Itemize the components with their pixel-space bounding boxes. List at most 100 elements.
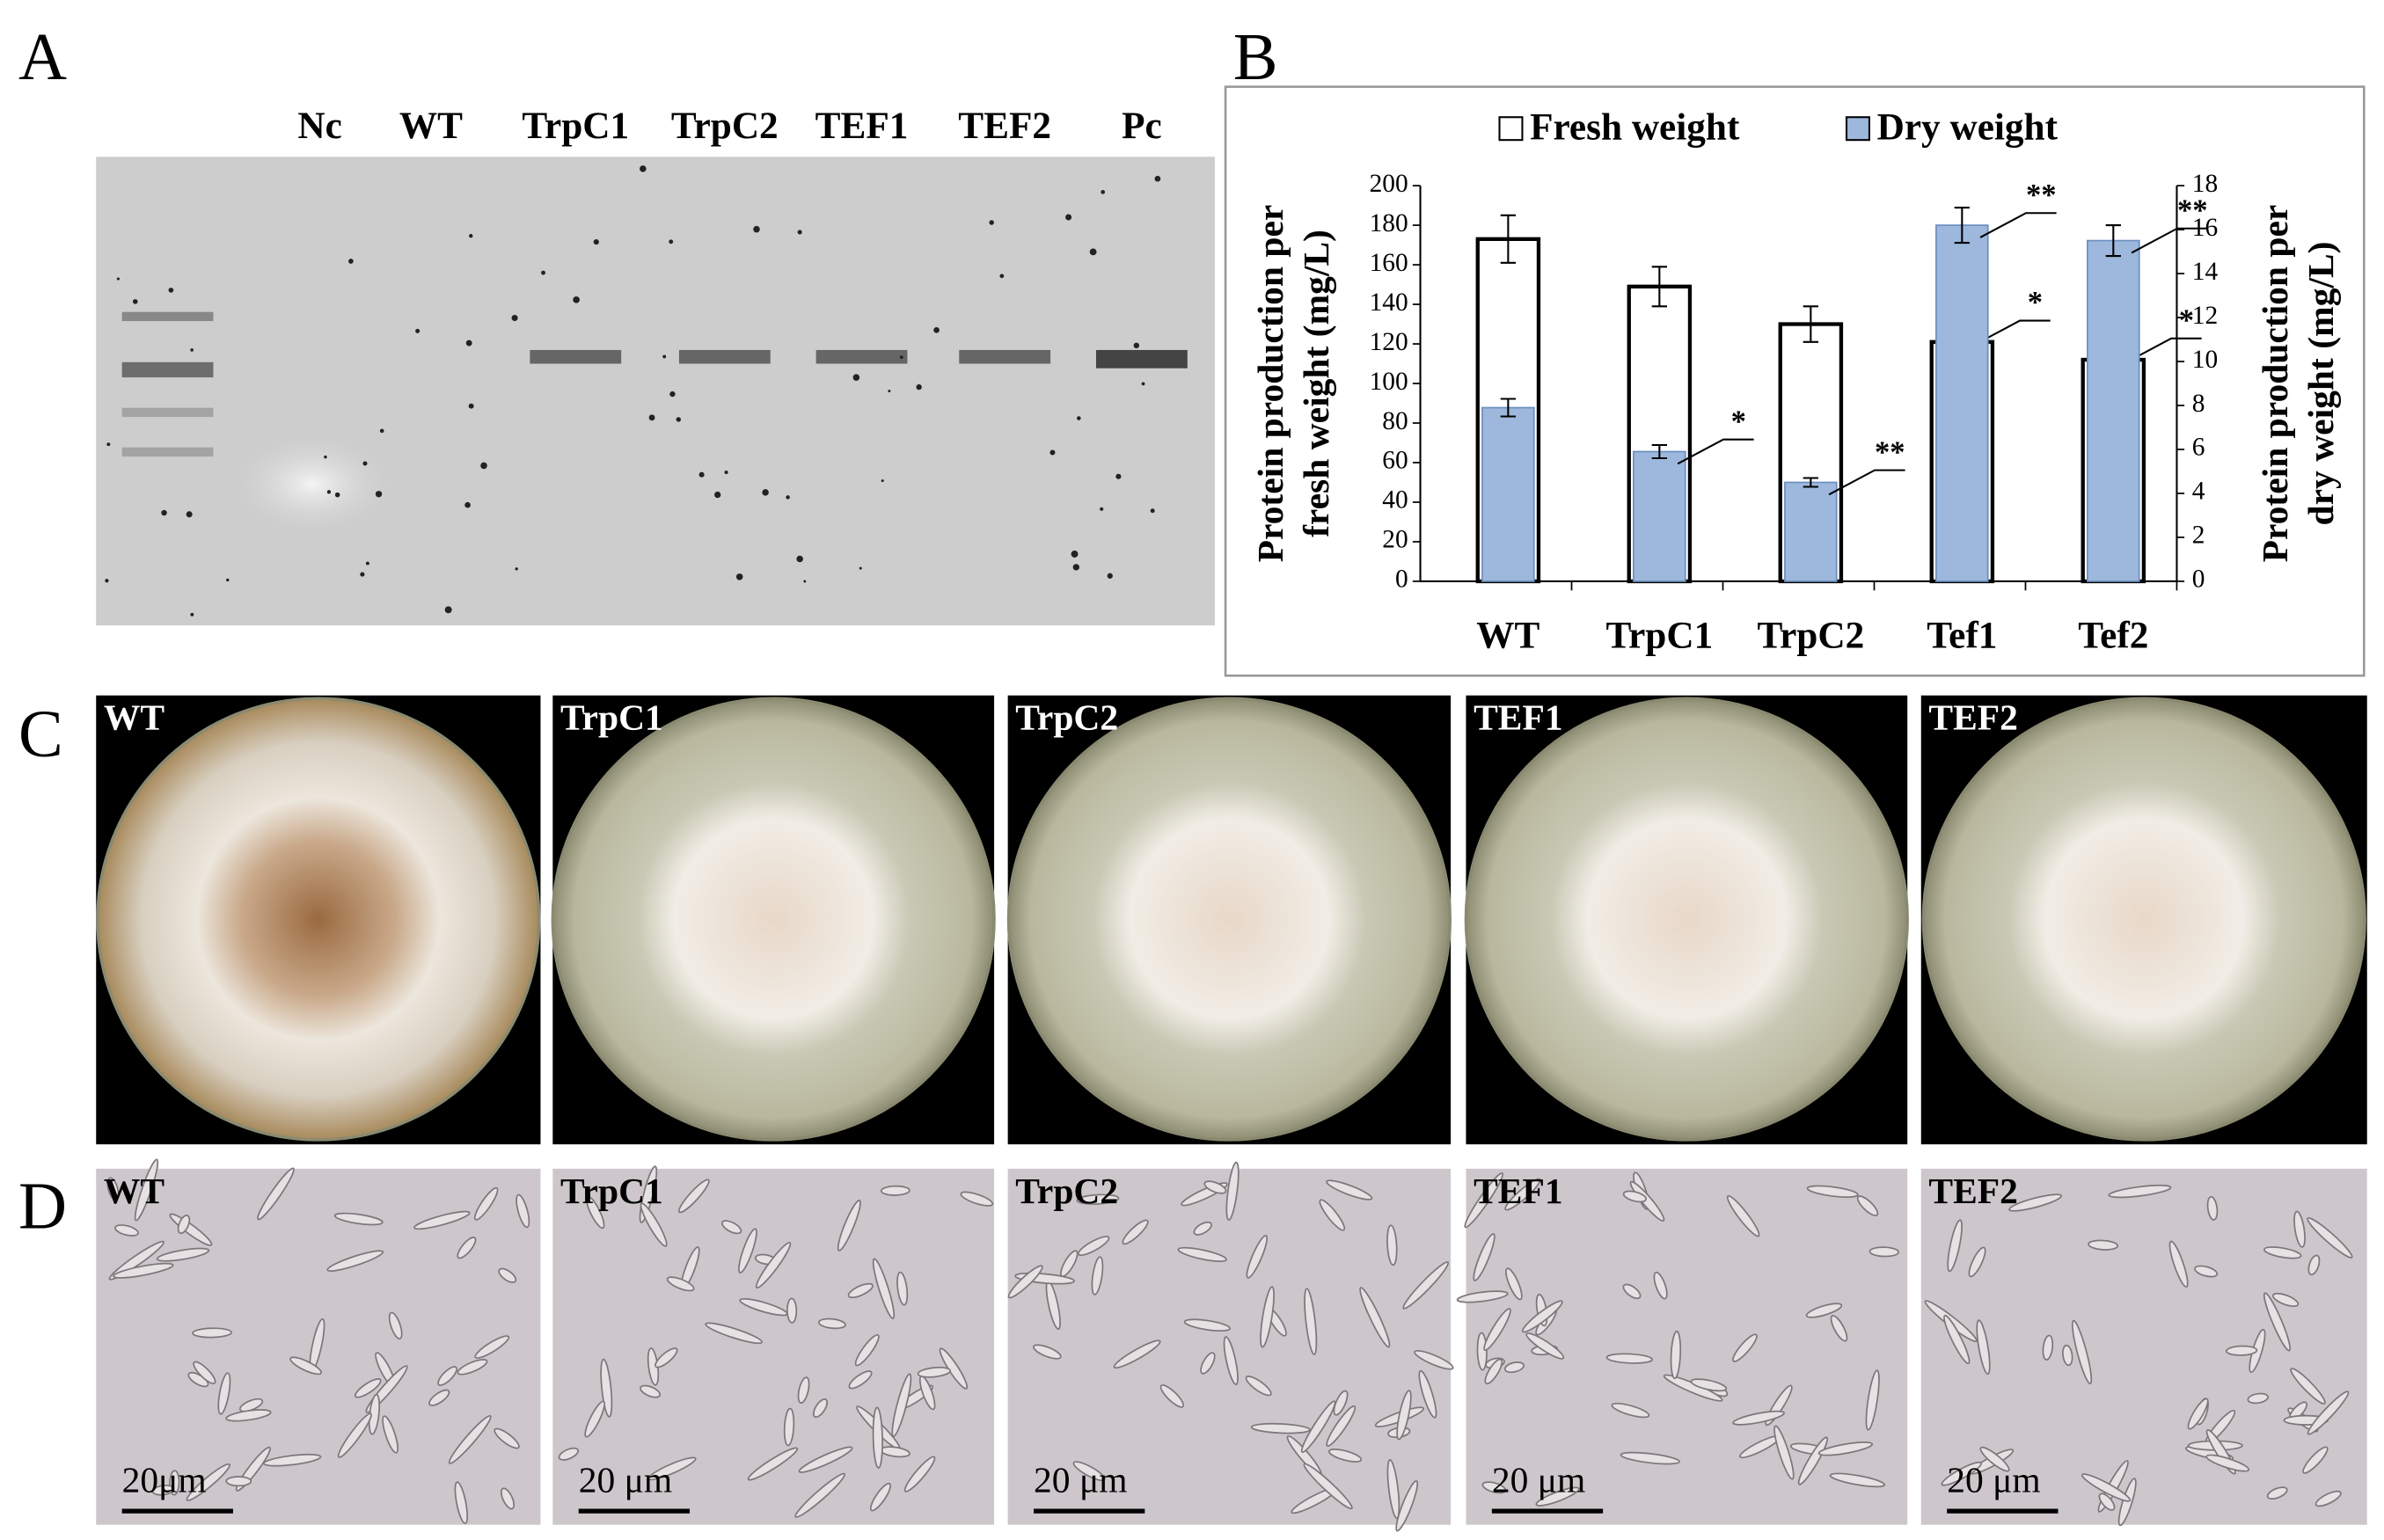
hypha <box>1503 1361 1525 1374</box>
error-bar <box>1803 305 1818 343</box>
y2-tick-label: 10 <box>2192 346 2218 374</box>
gel-speck <box>375 491 383 498</box>
gel-speck <box>669 239 674 245</box>
hypha <box>1605 1353 1654 1364</box>
hypha <box>640 1384 662 1398</box>
hypha <box>2194 1265 2219 1278</box>
hypha <box>413 1210 471 1230</box>
hypha <box>1076 1193 1120 1205</box>
hypha <box>500 1487 516 1510</box>
bar <box>2087 239 2140 582</box>
gel-speck <box>640 165 647 172</box>
y2-tick-label: 2 <box>2192 522 2205 550</box>
gel-speck <box>933 326 940 333</box>
gel-speck <box>1107 573 1113 579</box>
hypha <box>337 1412 372 1458</box>
error-bar <box>1954 207 1970 245</box>
hypha <box>388 1311 403 1339</box>
hypha <box>1865 1369 1880 1431</box>
hypha <box>1773 1425 1795 1480</box>
hypha <box>1943 1314 1971 1365</box>
hypha <box>1414 1349 1454 1370</box>
panel-label: D <box>18 1169 67 1243</box>
plate <box>551 697 996 1142</box>
ladder-band <box>121 361 214 378</box>
hypha <box>1193 1221 1212 1236</box>
lane-label: TrpC1 <box>522 105 629 147</box>
hypha <box>1732 1333 1758 1362</box>
hypha <box>747 1447 799 1481</box>
gel-speck <box>444 606 452 614</box>
hypha <box>1225 1161 1240 1221</box>
hypha <box>1319 1199 1346 1231</box>
plate <box>1464 697 1909 1142</box>
hypha <box>1386 1458 1400 1520</box>
hypha <box>2108 1184 2172 1199</box>
panel-label: B <box>1233 20 1278 94</box>
gel-speck <box>105 579 109 583</box>
plate <box>1921 697 2366 1142</box>
gel-speck <box>190 348 194 352</box>
hypha <box>113 1262 174 1279</box>
hypha <box>2008 1193 2063 1212</box>
hypha <box>869 1482 892 1512</box>
gel-speck <box>648 414 655 421</box>
significance: * <box>1731 405 1746 438</box>
gel-speck <box>132 299 138 304</box>
y2-tick-label: 12 <box>2192 302 2218 330</box>
hypha <box>1402 1261 1450 1310</box>
hypha <box>600 1358 613 1418</box>
gel-glow <box>228 430 397 537</box>
bar <box>1784 481 1838 582</box>
hypha <box>217 1372 231 1415</box>
significance: ** <box>2177 193 2208 227</box>
hypha <box>1091 1256 1104 1295</box>
hypha <box>1622 1283 1642 1300</box>
micrograph-label: WT <box>104 1171 165 1211</box>
gel-speck <box>796 555 803 563</box>
hypha <box>812 1398 829 1419</box>
significance-leader <box>2124 337 2202 364</box>
y2-tick-label: 8 <box>2192 390 2205 418</box>
x-tick-label: TrpC1 <box>1605 615 1713 657</box>
hypha <box>1223 1336 1239 1385</box>
gel-speck <box>676 417 681 422</box>
hypha <box>1072 1461 1106 1482</box>
hypha <box>2263 1246 2302 1259</box>
hypha <box>1177 1246 1227 1263</box>
hypha <box>896 1271 909 1306</box>
hypha <box>238 1398 264 1412</box>
hypha <box>854 1333 880 1367</box>
plate-label: TrpC1 <box>560 697 663 738</box>
y-tick-label: 60 <box>1382 447 1408 475</box>
hypha <box>428 1389 450 1406</box>
x-tick-label: WT <box>1476 615 1539 657</box>
gel-speck <box>669 390 676 398</box>
hypha <box>817 1317 846 1330</box>
gel-speck <box>797 230 802 235</box>
micrograph-label: TrpC2 <box>1015 1171 1118 1211</box>
hypha <box>326 1250 384 1273</box>
lane-label: TEF2 <box>958 105 1051 147</box>
hypha <box>891 1373 912 1438</box>
gel-speck <box>168 288 174 293</box>
gel-speck <box>106 442 111 447</box>
y-tick-label: 80 <box>1382 407 1408 435</box>
bar <box>1935 224 1989 582</box>
hypha <box>457 1237 477 1259</box>
gel-speck <box>334 492 340 498</box>
hypha <box>1007 1265 1043 1299</box>
ladder-band <box>121 311 214 322</box>
hypha <box>2205 1454 2250 1472</box>
gel-speck <box>803 580 807 583</box>
significance-leader <box>1828 469 1905 496</box>
gel-speck <box>1072 564 1079 571</box>
gel-speck <box>116 277 120 281</box>
significance: * <box>2028 286 2043 319</box>
hypha <box>1464 1172 1504 1229</box>
micrograph-label: TrpC1 <box>560 1171 663 1211</box>
significance-leader <box>1979 212 2057 238</box>
hypha <box>1260 1286 1275 1348</box>
hypha <box>847 1282 874 1299</box>
gel-speck <box>1089 248 1097 256</box>
